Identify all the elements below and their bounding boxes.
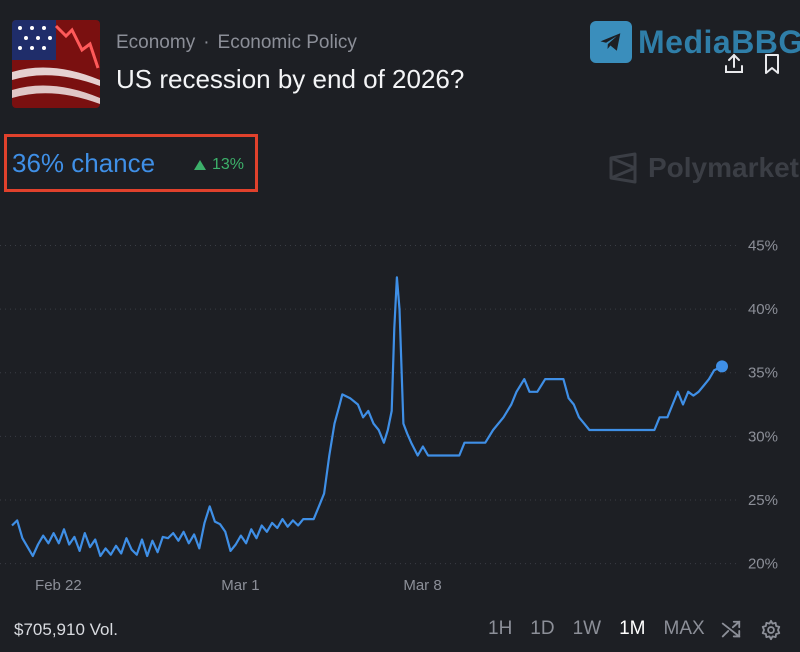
y-tick-label: 30% [748, 428, 778, 445]
chance-delta: 13% [194, 156, 244, 174]
x-tick-label: Feb 22 [35, 577, 82, 594]
range-1m[interactable]: 1M [619, 618, 646, 639]
chart-tools [720, 619, 782, 641]
latest-point-marker[interactable] [716, 360, 728, 373]
triangle-up-icon [194, 160, 206, 170]
chance-highlight-box [4, 134, 258, 192]
watermark-text: MediaBBG [638, 23, 800, 60]
share-icon[interactable] [722, 52, 746, 76]
range-1d[interactable]: 1D [530, 618, 555, 639]
y-tick-label: 40% [748, 301, 778, 318]
brand: Polymarket [608, 152, 799, 184]
range-1h[interactable]: 1H [488, 618, 513, 639]
y-tick-label: 35% [748, 365, 778, 382]
market-title: US recession by end of 2026? [116, 64, 465, 94]
probability-line [11, 276, 723, 558]
us-flag-stock-chart-thumbnail [12, 20, 100, 108]
chance-delta-value: 13% [212, 156, 245, 173]
brand-name: Polymarket [648, 152, 799, 183]
breadcrumb-economy[interactable]: Economy [116, 32, 196, 53]
market-thumbnail [12, 20, 100, 108]
x-axis-labels: Feb 22 Mar 1 Mar 8 [35, 577, 442, 594]
breadcrumb-separator: · [203, 32, 210, 53]
y-tick-label: 25% [748, 492, 778, 509]
range-max[interactable]: MAX [663, 618, 705, 639]
x-tick-label: Mar 8 [403, 577, 441, 594]
y-tick-label: 45% [748, 237, 778, 254]
settings-gear-icon[interactable] [760, 619, 782, 641]
volume-label: $705,910 Vol. [14, 620, 118, 639]
polymarket-logo-icon [609, 152, 637, 184]
time-range-selector: 1H 1D 1W 1M MAX [488, 618, 705, 640]
bookmark-icon[interactable] [760, 52, 784, 76]
x-tick-label: Mar 1 [221, 577, 259, 594]
y-tick-label: 20% [748, 556, 778, 573]
price-chart: 45% 40% 35% 30% 25% 20% Feb 22 Mar 1 Mar 8 [0, 237, 778, 594]
breadcrumb-economic-policy[interactable]: Economic Policy [217, 32, 357, 53]
shuffle-icon[interactable] [720, 619, 742, 641]
y-axis-labels: 45% 40% 35% 30% 25% 20% [748, 237, 778, 572]
chart-grid [0, 244, 738, 565]
watermark: MediaBBG [590, 20, 800, 64]
telegram-icon [590, 21, 632, 63]
breadcrumb: Economy · Economic Policy [116, 32, 357, 54]
range-1w[interactable]: 1W [572, 618, 602, 639]
chance-value: 36% chance [12, 148, 156, 178]
market-actions [722, 52, 784, 76]
